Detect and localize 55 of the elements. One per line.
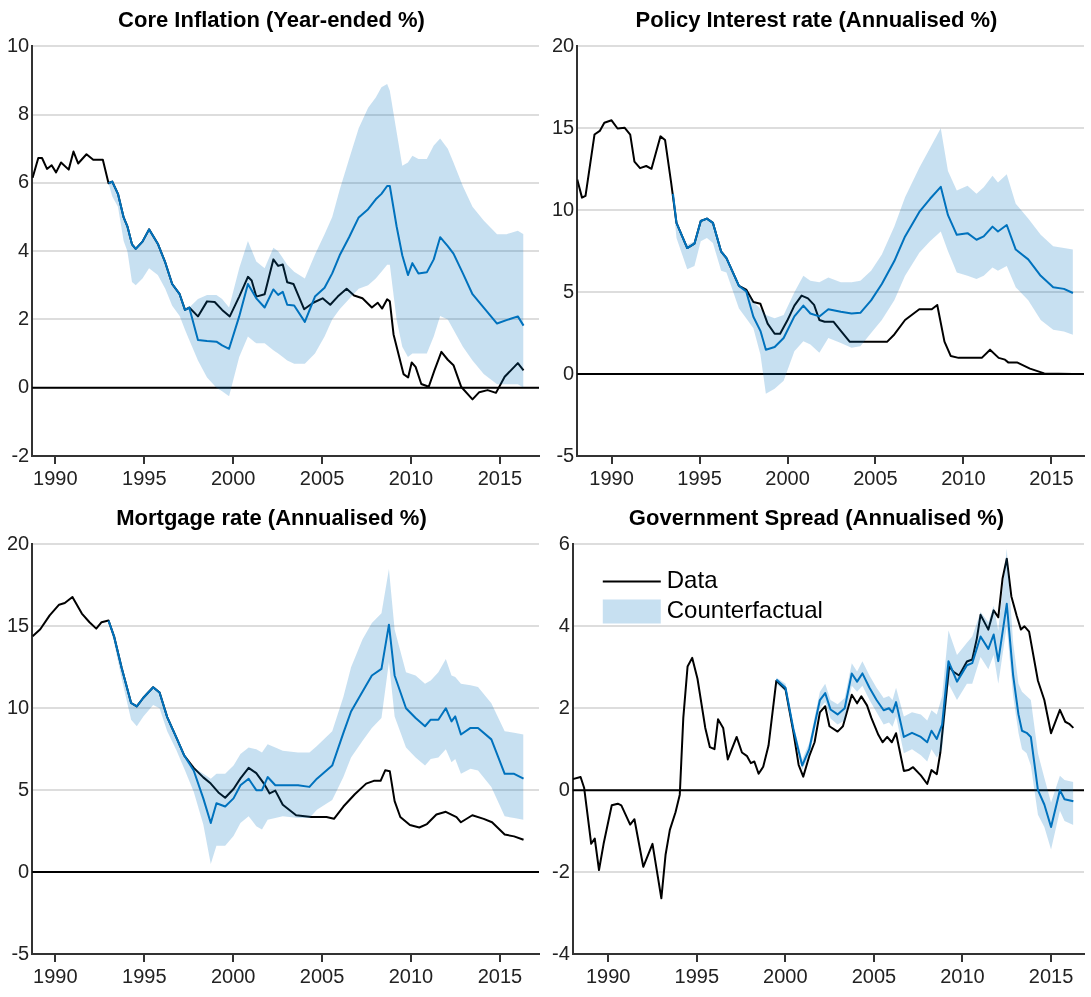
y-tick-label: -5 — [11, 941, 30, 964]
x-tick-label: 1995 — [122, 466, 167, 489]
y-tick-label: 15 — [7, 613, 30, 636]
x-tick-label: 2010 — [941, 466, 986, 489]
y-tick-label: 4 — [558, 613, 570, 636]
y-tick-label: 0 — [558, 777, 570, 800]
y-tick-label: 10 — [7, 695, 30, 718]
x-tick-label: 2000 — [765, 466, 810, 489]
y-tick-label: 2 — [18, 306, 30, 329]
chart-title: Government Spread (Annualised %) — [628, 505, 1005, 531]
y-tick-label: 6 — [18, 170, 30, 193]
chart-title: Core Inflation (Year-ended %) — [118, 7, 425, 33]
y-tick-label: 5 — [563, 279, 575, 302]
x-tick-label: 2000 — [210, 964, 256, 987]
y-tick-label: 0 — [18, 375, 30, 398]
y-tick-label: 2 — [558, 695, 570, 718]
x-tick-label: 2005 — [299, 466, 345, 489]
x-tick-label: 2005 — [299, 964, 345, 987]
y-tick-label: -2 — [551, 859, 570, 882]
x-tick-label: 2010 — [388, 964, 434, 987]
legend-label: Data — [666, 566, 719, 594]
y-tick-label: 0 — [18, 859, 30, 882]
x-tick-label: 2005 — [853, 466, 898, 489]
y-tick-label: -4 — [551, 941, 570, 964]
y-tick-label: 0 — [563, 361, 575, 384]
x-tick-label: 1995 — [677, 466, 722, 489]
y-tick-label: 20 — [552, 33, 575, 56]
y-tick-label: 10 — [7, 33, 30, 56]
x-tick-label: 2010 — [388, 466, 434, 489]
y-tick-label: -5 — [556, 443, 575, 466]
x-tick-label: 2000 — [763, 964, 808, 987]
y-tick-label: 5 — [18, 777, 30, 800]
legend-label: Counterfactual — [666, 596, 823, 624]
x-tick-label: 1990 — [33, 964, 78, 987]
chart-title: Policy Interest rate (Annualised %) — [635, 7, 998, 33]
x-tick-label: 2015 — [1028, 964, 1074, 987]
x-tick-label: 2015 — [477, 964, 523, 987]
y-tick-label: 20 — [7, 531, 30, 554]
x-tick-label: 2015 — [477, 466, 523, 489]
x-tick-label: 2015 — [1029, 466, 1074, 489]
y-tick-label: 15 — [552, 115, 575, 138]
y-tick-label: 6 — [558, 531, 570, 554]
x-tick-label: 1990 — [589, 466, 634, 489]
x-tick-label: 1990 — [33, 466, 78, 489]
x-tick-label: 2000 — [210, 466, 256, 489]
x-tick-label: 1995 — [122, 964, 167, 987]
x-tick-label: 2010 — [940, 964, 985, 987]
x-tick-label: 1995 — [674, 964, 720, 987]
x-tick-label: 2005 — [851, 964, 897, 987]
x-tick-label: 1990 — [585, 964, 631, 987]
y-tick-label: 8 — [18, 102, 30, 125]
y-tick-label: 4 — [18, 238, 30, 261]
y-tick-label: -2 — [11, 443, 30, 466]
y-tick-label: 10 — [552, 197, 575, 220]
chart-title: Mortgage rate (Annualised %) — [116, 505, 427, 531]
